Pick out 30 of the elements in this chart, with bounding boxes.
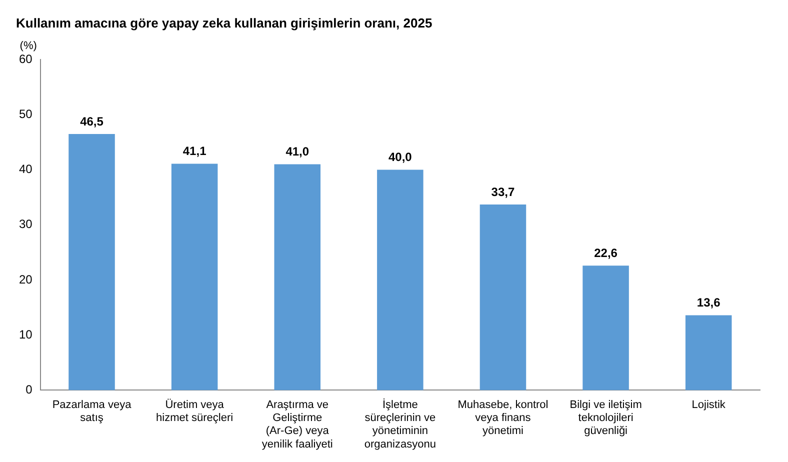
data-label: 33,7	[491, 184, 515, 199]
bar	[480, 204, 526, 390]
x-tick-label: Araştırma ve Geliştirme (Ar-Ge) veya yenilik faaliyeti	[262, 398, 333, 450]
data-label: 41,0	[286, 144, 310, 159]
y-tick-label: 50	[18, 107, 33, 122]
x-tick-label: İşletme süreçlerinin ve yönetiminin organizasyonu	[364, 398, 436, 450]
bar	[171, 164, 218, 390]
y-tick-label: 30	[18, 217, 33, 232]
bar	[68, 134, 115, 390]
bar	[377, 170, 424, 390]
data-label: 40,0	[388, 150, 412, 164]
data-label: 41,1	[182, 144, 207, 158]
y-tick-label: 40	[18, 162, 33, 176]
x-tick-label: Muhasebe, kontrol veya finans yönetimi	[458, 398, 548, 438]
chart-title: Kullanım amacına göre yapay zeka kullanan girişimlerin oranı, 2025	[16, 15, 432, 30]
x-tick-label: Üretim veya hizmet süreçleri	[156, 398, 234, 424]
x-tick-label: Bilgi ve iletişim teknolojileri güvenliği	[570, 398, 642, 438]
y-axis-title: (%)	[20, 40, 37, 52]
data-label: 22,6	[594, 246, 618, 260]
y-tick-label: 10	[18, 327, 33, 342]
bar	[274, 164, 320, 390]
x-tick-label: Pazarlama veya satış	[52, 398, 132, 424]
data-label: 46,5	[80, 114, 104, 128]
y-tick-label: 20	[18, 272, 33, 286]
x-tick-label: Lojistik	[692, 398, 726, 411]
data-label: 13,6	[696, 296, 721, 310]
bar	[582, 266, 629, 390]
y-tick-label: 60	[18, 52, 33, 66]
y-tick-label: 0	[26, 382, 33, 397]
bar	[685, 315, 732, 390]
